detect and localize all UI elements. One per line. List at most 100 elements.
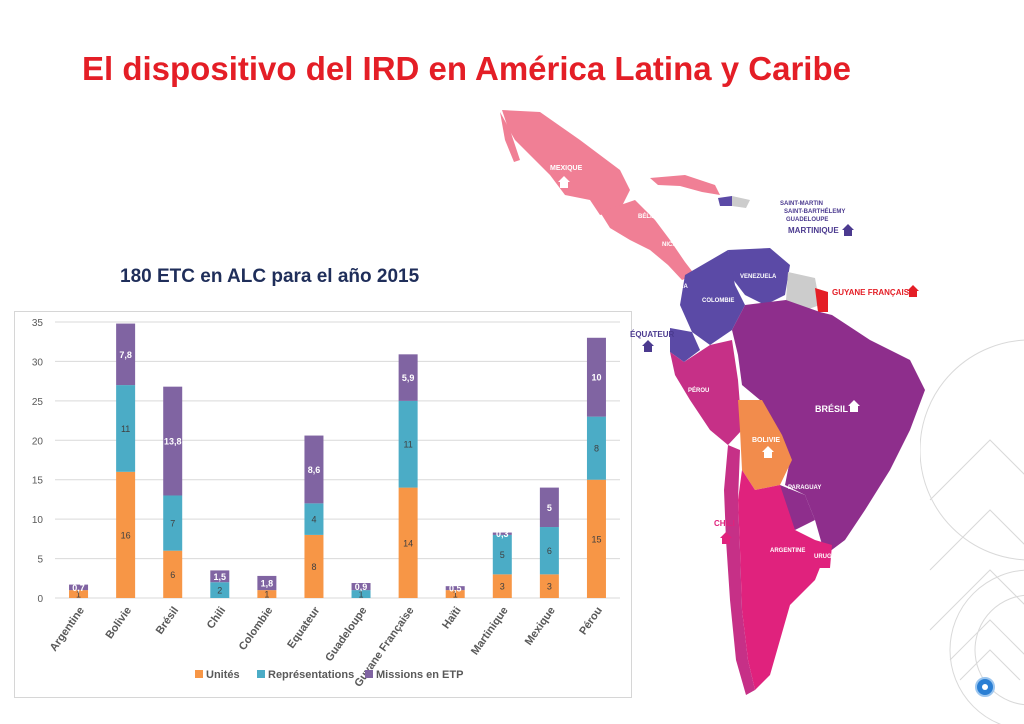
bar-segment xyxy=(351,583,371,591)
map-label-bresil: BRÉSIL xyxy=(815,404,849,414)
map-label-equateur: ÉQUATEUR xyxy=(630,330,675,339)
data-label: 6 xyxy=(170,570,175,580)
map-region-guyanas xyxy=(786,272,820,312)
house-icon xyxy=(720,532,732,544)
data-label: 11 xyxy=(121,424,130,434)
bar-segment xyxy=(351,590,371,598)
data-label: 7,8 xyxy=(119,350,132,360)
house-icon xyxy=(558,176,860,458)
data-label: 1 xyxy=(264,590,269,600)
data-label: 11 xyxy=(403,440,412,450)
map-label-mexique: MEXIQUE xyxy=(550,165,583,172)
bar-segment xyxy=(257,575,277,591)
map-label-haiti: HAÏTI xyxy=(722,186,740,194)
data-label: 7 xyxy=(170,519,175,529)
map-label-perou: PÉROU xyxy=(688,386,709,394)
home-button-icon[interactable] xyxy=(975,677,995,697)
map-region-bresil xyxy=(732,300,925,555)
map-region-mexique xyxy=(502,110,630,215)
chart-panel: 0 5 10 15 20 25 30 35 1 0,7 Argentine 16 11 7,8 Bolivi… xyxy=(14,311,632,698)
bar-segment xyxy=(210,582,230,598)
data-label: 1 xyxy=(359,590,364,600)
map-region-equateur xyxy=(670,328,700,362)
latin-america-map: MEXIQUE CUBA HAÏTI BÉLIZE HONDURAS GUATE… xyxy=(500,110,925,695)
map-label-argentine: ARGENTINE xyxy=(770,548,805,554)
y-tick-label: 5 xyxy=(37,555,43,566)
bar-segment xyxy=(586,337,606,417)
data-label: 5,9 xyxy=(402,373,415,383)
map-region-venezuela xyxy=(728,248,790,305)
bar-segment xyxy=(539,574,559,598)
data-label: 1 xyxy=(453,590,458,600)
x-tick-label: Argentine xyxy=(48,605,87,654)
data-label: 14 xyxy=(403,538,413,548)
data-label: 8 xyxy=(311,562,316,572)
data-label: 16 xyxy=(121,530,131,540)
map-region-baja xyxy=(500,112,520,162)
y-tick-label: 15 xyxy=(32,476,44,487)
data-label: 1 xyxy=(76,590,81,600)
bar-segment xyxy=(163,495,183,551)
bar-segment xyxy=(586,479,606,598)
data-label: 15 xyxy=(591,534,601,544)
bar-segment xyxy=(586,416,606,480)
map-label-guatemala: GUATEMALA xyxy=(580,236,619,242)
map-label-belize: BÉLIZE xyxy=(638,212,659,220)
data-label: 2 xyxy=(217,586,222,596)
bar-segment xyxy=(492,532,512,535)
legend-swatch xyxy=(257,670,265,678)
x-tick-label: Brésil xyxy=(154,605,181,637)
bar-segment xyxy=(304,534,324,598)
legend-swatch xyxy=(365,670,373,678)
bar-segment xyxy=(398,487,418,598)
bar-segment xyxy=(398,354,418,401)
map-label-costa-rica: COSTA RICA xyxy=(620,268,657,274)
x-tick-label: Colombie xyxy=(237,605,276,653)
page-title: El dispositivo del IRD en América Latina… xyxy=(82,50,851,87)
data-label: 0,5 xyxy=(449,584,462,594)
x-tick-label: Haïti xyxy=(440,605,464,631)
data-label: 8,6 xyxy=(308,465,321,475)
data-label: 0,7 xyxy=(72,583,85,593)
legend-label: Unités xyxy=(206,669,240,681)
y-tick-label: 0 xyxy=(37,594,43,605)
map-region-guyane xyxy=(815,288,828,312)
y-tick-label: 35 xyxy=(32,318,44,329)
map-region-argentine xyxy=(738,470,825,690)
x-tick-label: Chili xyxy=(205,605,229,631)
map-label-uruguay: URUGUAY xyxy=(814,554,844,560)
bar-segment xyxy=(163,550,183,598)
bar-segment xyxy=(445,586,465,591)
map-label-salvador: SALVADOR xyxy=(605,246,638,252)
bar-segment xyxy=(69,590,89,598)
map-region-central-america xyxy=(600,200,695,280)
bar-segment xyxy=(116,323,136,386)
data-label: 3 xyxy=(547,582,552,592)
map-label-saint-barthelemy: SAINT-BARTHÉLEMY xyxy=(784,207,845,215)
decorative-lines xyxy=(920,339,1024,724)
map-label-guyane: GUYANE FRANÇAISE xyxy=(832,288,915,297)
house-icon xyxy=(642,224,854,352)
y-tick-label: 20 xyxy=(32,436,44,447)
map-region-perou xyxy=(670,340,742,445)
data-label: 13,8 xyxy=(164,437,182,447)
data-label: 5 xyxy=(500,550,505,560)
data-label: 3 xyxy=(500,582,505,592)
legend-label: Représentations xyxy=(268,669,354,681)
bar-segment xyxy=(539,487,559,528)
x-tick-label: Bolivie xyxy=(104,605,135,641)
map-label-paraguay: PARAGUAY xyxy=(788,485,821,491)
map-label-guadeloupe: GUADELOUPE xyxy=(786,217,828,223)
data-label: 10 xyxy=(591,373,601,383)
map-label-chili: CHILI xyxy=(714,519,735,528)
map-region-colombie xyxy=(680,250,745,345)
x-tick-label: Guadeloupe xyxy=(323,605,369,664)
bar-segment xyxy=(116,385,136,472)
bar-segment xyxy=(304,503,324,535)
chart-heading: 180 ETC en ALC para el año 2015 xyxy=(120,266,420,287)
house-icon xyxy=(907,285,919,297)
stacked-bar-chart: 0510152025303510,7Argentine16117,8Bolivi… xyxy=(32,318,620,689)
map-label-colombie: COLOMBIE xyxy=(702,298,734,304)
map-region-chili xyxy=(724,445,755,695)
bar-segment xyxy=(163,386,183,496)
